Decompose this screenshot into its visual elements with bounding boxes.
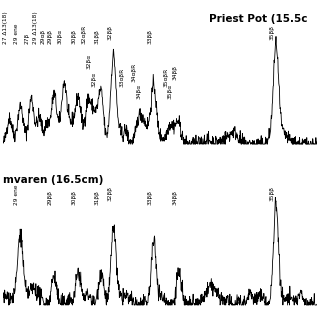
Text: 33ββ: 33ββ (147, 190, 152, 205)
Text: 34βα: 34βα (136, 84, 141, 99)
Text: 32αβR: 32αβR (81, 25, 86, 44)
Text: 27β: 27β (25, 33, 30, 44)
Text: 33αβR: 33αβR (119, 68, 124, 87)
Text: mvaren (16.5cm): mvaren (16.5cm) (3, 175, 104, 185)
Text: 34ββ: 34ββ (172, 190, 178, 205)
Text: 29ββ: 29ββ (47, 190, 52, 205)
Text: 31ββ: 31ββ (95, 29, 100, 44)
Text: 34ββ: 34ββ (172, 65, 178, 80)
Text: 35αβR: 35αβR (163, 68, 168, 87)
Text: 27 Δ13(18): 27 Δ13(18) (3, 11, 8, 44)
Text: 32ββ: 32ββ (107, 25, 112, 40)
Text: 35βα: 35βα (168, 84, 173, 99)
Text: 35ββ: 35ββ (269, 25, 275, 40)
Text: 29 ene: 29 ene (14, 24, 19, 44)
Text: 30ββ: 30ββ (72, 190, 77, 205)
Text: 32βα: 32βα (87, 54, 92, 69)
Text: Priest Pot (15.5c: Priest Pot (15.5c (209, 14, 308, 24)
Text: 29ββ: 29ββ (47, 29, 52, 44)
Text: 32ββ: 32ββ (107, 186, 112, 201)
Text: 29 ene: 29 ene (14, 184, 19, 205)
Text: 29 Δ13(18): 29 Δ13(18) (33, 11, 38, 44)
Text: 35ββ: 35ββ (269, 186, 275, 201)
Text: 33ββ: 33ββ (147, 29, 152, 44)
Text: 29αβ: 29αβ (41, 29, 45, 44)
Text: 31ββ: 31ββ (95, 190, 100, 205)
Text: 30βα: 30βα (58, 29, 63, 44)
Text: 34αβR: 34αβR (132, 62, 136, 82)
Text: 32βα: 32βα (91, 72, 96, 87)
Text: 30ββ: 30ββ (72, 29, 77, 44)
